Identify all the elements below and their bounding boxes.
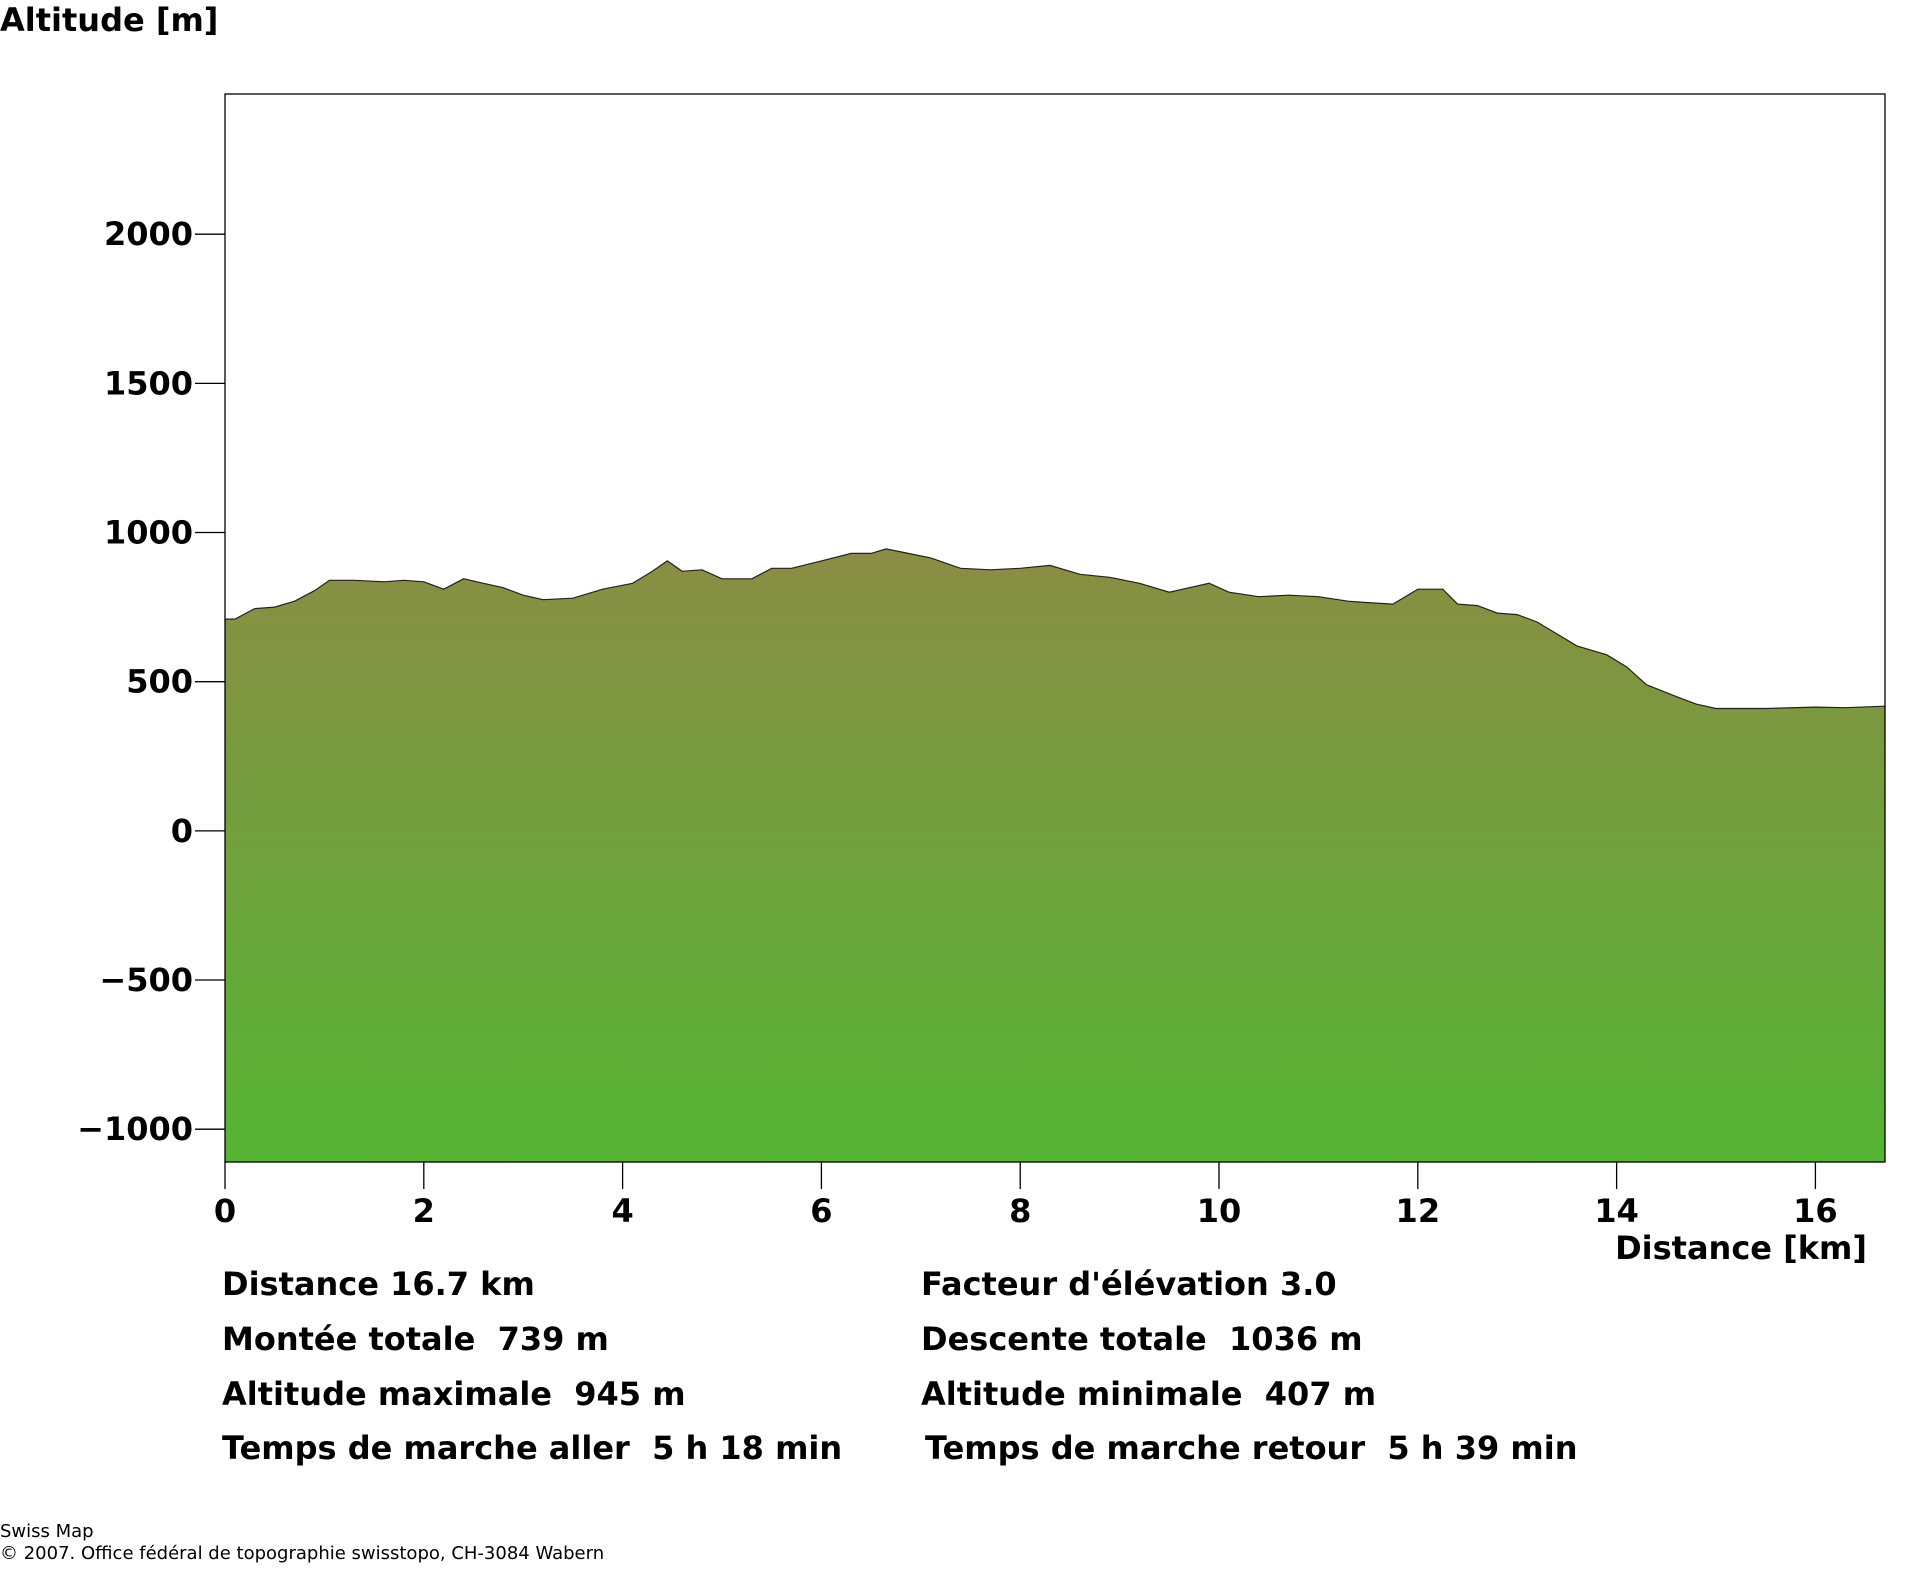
y-tick-label: −500 bbox=[99, 961, 193, 999]
stat-total-ascent: Montée totale 739 m bbox=[222, 1320, 609, 1358]
x-tick-label: 6 bbox=[810, 1192, 832, 1230]
y-tick-label: 0 bbox=[171, 812, 193, 850]
stat-distance: Distance 16.7 km bbox=[222, 1265, 535, 1303]
y-axis-label: Altitude [m] bbox=[0, 1, 218, 39]
x-tick-label: 16 bbox=[1793, 1192, 1838, 1230]
x-tick-label: 8 bbox=[1009, 1192, 1031, 1230]
y-tick-label: 1000 bbox=[104, 514, 193, 552]
x-axis-label: Distance [km] bbox=[1615, 1229, 1867, 1267]
footer-copyright: © 2007. Office fédéral de topographie sw… bbox=[0, 1543, 605, 1564]
elevation-outline bbox=[225, 548, 1886, 710]
stat-total-descent: Descente totale 1036 m bbox=[921, 1320, 1363, 1358]
stat-min-altitude: Altitude minimale 407 m bbox=[921, 1375, 1377, 1413]
x-tick-label: 12 bbox=[1396, 1192, 1441, 1230]
stat-walk-time-out: Temps de marche aller 5 h 18 min bbox=[222, 1429, 843, 1467]
elevation-area bbox=[225, 548, 1885, 1162]
y-tick-label: 500 bbox=[126, 663, 193, 701]
x-tick-label: 14 bbox=[1594, 1192, 1639, 1230]
x-tick-label: 2 bbox=[413, 1192, 435, 1230]
stat-max-altitude: Altitude maximale 945 m bbox=[222, 1375, 686, 1413]
y-tick-label: 2000 bbox=[104, 215, 193, 253]
stat-elevation-factor: Facteur d'élévation 3.0 bbox=[921, 1265, 1337, 1303]
plot-frame bbox=[224, 93, 1886, 1163]
y-tick-label: 1500 bbox=[104, 364, 193, 402]
x-tick-label: 10 bbox=[1197, 1192, 1242, 1230]
stat-walk-time-back: Temps de marche retour 5 h 39 min bbox=[925, 1429, 1578, 1467]
x-tick-label: 4 bbox=[611, 1192, 633, 1230]
x-tick-label: 0 bbox=[214, 1192, 236, 1230]
y-tick-label: −1000 bbox=[77, 1110, 193, 1148]
footer-product-name: Swiss Map bbox=[0, 1521, 94, 1542]
